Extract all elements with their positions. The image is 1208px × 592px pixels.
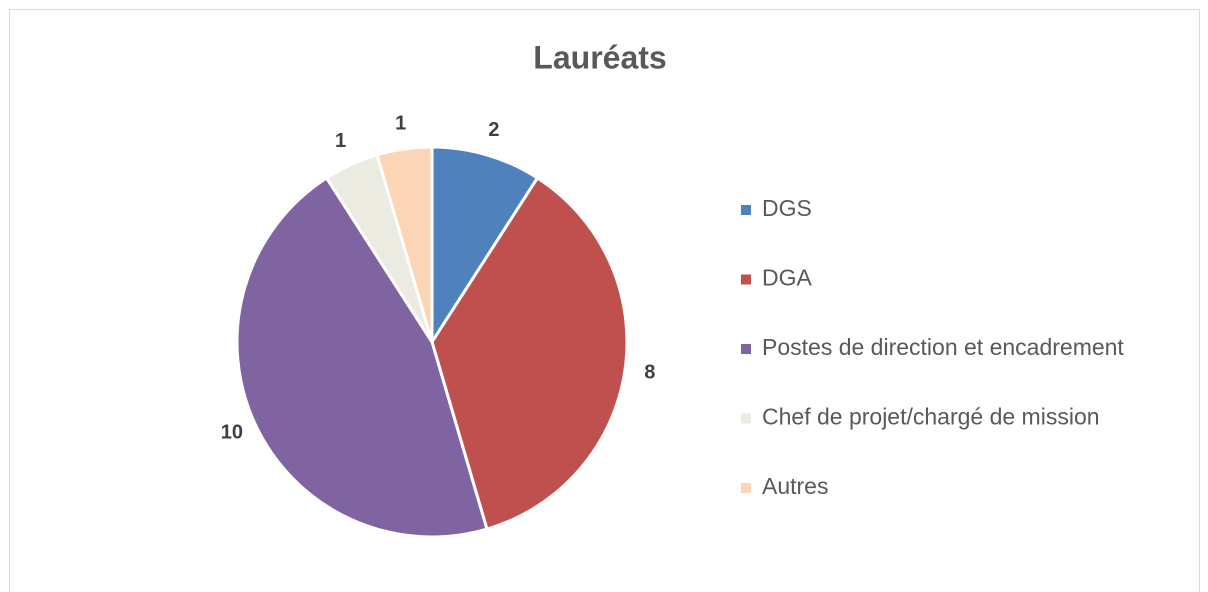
data-label: 10 bbox=[221, 422, 243, 444]
legend-label: Chef de projet/chargé de mission bbox=[762, 404, 1100, 430]
pie-slice bbox=[430, 175, 629, 531]
legend-label: Postes de direction et encadrement bbox=[762, 334, 1124, 360]
pie-slice bbox=[235, 175, 489, 539]
legend-swatch bbox=[741, 483, 751, 493]
data-label: 8 bbox=[644, 362, 655, 384]
legend-swatch bbox=[741, 274, 751, 285]
legend-label: DGS bbox=[762, 195, 812, 221]
legend-swatch bbox=[741, 344, 751, 354]
pie-slice bbox=[430, 145, 540, 348]
pie-slice bbox=[375, 145, 434, 343]
chart-title: Lauréats bbox=[533, 39, 666, 75]
data-label: 2 bbox=[488, 119, 499, 141]
data-label: 1 bbox=[335, 130, 346, 152]
data-label: 1 bbox=[395, 113, 406, 135]
legend-label: DGA bbox=[762, 265, 813, 291]
legend-swatch bbox=[741, 205, 751, 215]
legend-label: Autres bbox=[762, 473, 828, 499]
legend-swatch bbox=[741, 413, 751, 424]
